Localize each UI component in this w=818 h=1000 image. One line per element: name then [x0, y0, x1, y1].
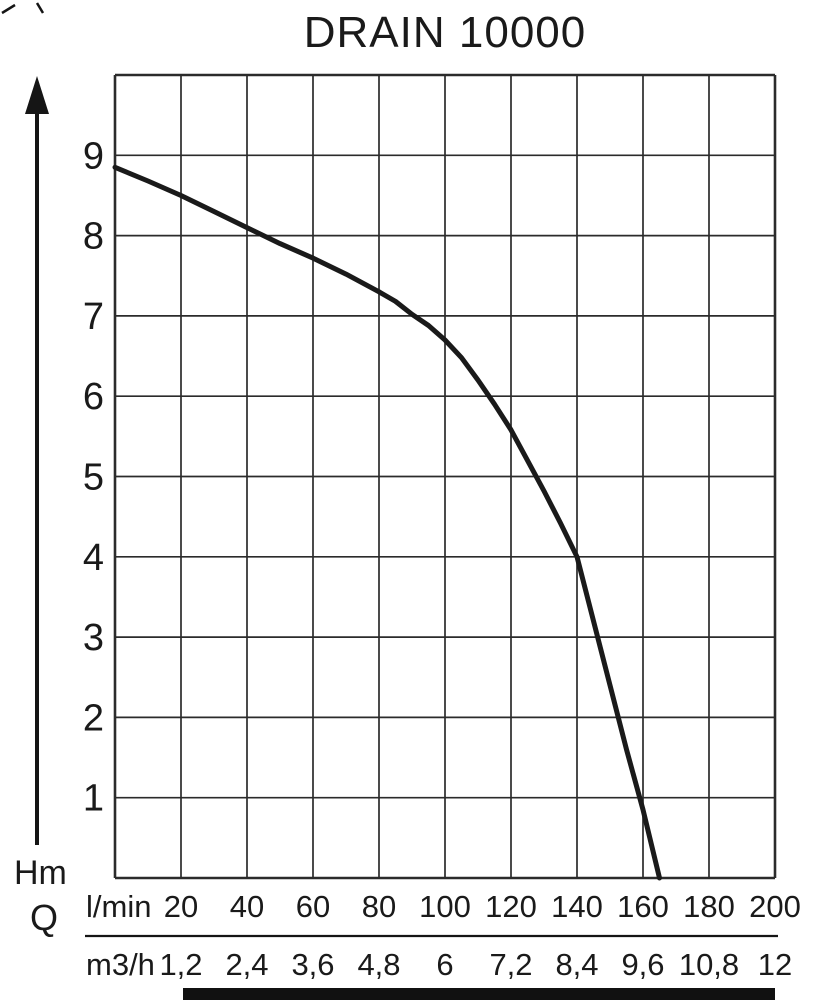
- y-tick-label: 6: [83, 376, 104, 418]
- x-tick-label-m3h: 3,6: [291, 947, 334, 982]
- x-tick-label-lmin: 180: [683, 889, 735, 924]
- scan-artifact: [1, 3, 16, 15]
- x-tick-label-m3h: 1,2: [159, 947, 202, 982]
- x-tick-label-lmin: 60: [296, 889, 330, 924]
- x-tick-label-lmin: 40: [230, 889, 264, 924]
- y-tick-label: 5: [83, 457, 104, 499]
- chart-title: DRAIN 10000: [303, 8, 587, 57]
- x-tick-label-lmin: 120: [485, 889, 537, 924]
- x-tick-label-lmin: 200: [749, 889, 801, 924]
- x-tick-label-m3h: 12: [758, 947, 792, 982]
- y-tick-label: 8: [83, 216, 104, 258]
- y-tick-label: 4: [83, 537, 104, 579]
- y-tick-label: 7: [83, 296, 104, 338]
- x-tick-label-m3h: 10,8: [679, 947, 739, 982]
- x-tick-label-m3h: 2,4: [225, 947, 268, 982]
- x-tick-label-m3h: 4,8: [357, 947, 400, 982]
- x-tick-label-m3h: 6: [436, 947, 453, 982]
- x-tick-label-lmin: 160: [617, 889, 669, 924]
- scan-artifact: [35, 2, 45, 14]
- x-tick-label-m3h: 7,2: [489, 947, 532, 982]
- y-tick-label: 9: [83, 135, 104, 177]
- x-tick-label-lmin: 100: [419, 889, 471, 924]
- x-tick-label-m3h: 9,6: [621, 947, 664, 982]
- head-curve: [112, 164, 662, 881]
- y-tick-label: 3: [83, 617, 104, 659]
- x-tick-label-lmin: 80: [362, 889, 396, 924]
- y-tick-label: 1: [83, 778, 104, 820]
- x-tick-label-lmin: 20: [164, 889, 198, 924]
- x-tick-label-lmin: 140: [551, 889, 603, 924]
- x-tick-label-m3h: 8,4: [555, 947, 598, 982]
- flow-axis-label: Q: [30, 897, 58, 938]
- bottom-crop-bar: [183, 988, 775, 1000]
- x-axis-primary-unit-label: l/min: [86, 889, 151, 924]
- x-axis-secondary-unit-label: m3/h: [86, 947, 155, 982]
- y-axis-arrow-icon: [25, 76, 49, 114]
- y-axis-label: Hm: [14, 854, 67, 892]
- y-tick-label: 2: [83, 697, 104, 739]
